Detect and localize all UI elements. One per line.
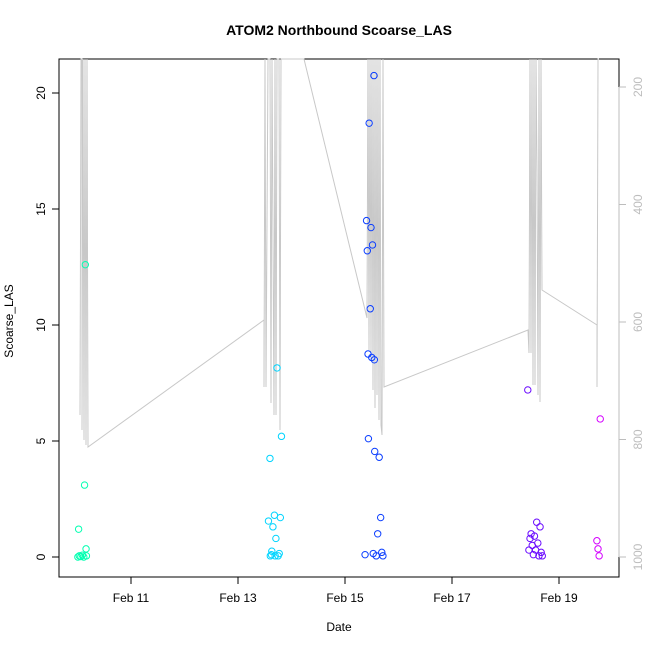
y-right-tick-label: 800 <box>631 429 645 449</box>
data-point <box>77 552 85 561</box>
data-point <box>81 260 90 269</box>
data-point <box>82 552 91 560</box>
y-tick-label: 0 <box>34 553 48 560</box>
data-point <box>80 481 89 489</box>
data-point <box>368 353 376 362</box>
data-point <box>82 545 90 553</box>
y-tick-label: 10 <box>34 318 48 332</box>
data-point <box>371 447 379 456</box>
data-point <box>269 523 277 531</box>
data-point <box>524 386 532 394</box>
data-point <box>375 453 383 461</box>
data-point <box>534 539 542 547</box>
data-point <box>362 216 371 225</box>
y-right-tick-label: 200 <box>631 77 645 97</box>
y-right-tick-label: 600 <box>631 312 645 332</box>
data-point <box>367 223 375 232</box>
data-point <box>594 545 602 553</box>
data-point <box>276 513 285 522</box>
x-axis-label: Date <box>326 620 352 634</box>
y-axis: 0 5 10 15 20 <box>34 86 60 560</box>
data-point <box>361 550 369 559</box>
data-point <box>271 552 279 560</box>
x-tick-label: Feb 11 <box>113 591 150 605</box>
data-point <box>369 549 377 558</box>
data-point <box>266 552 275 560</box>
data-point <box>275 549 283 558</box>
data-point <box>529 550 538 559</box>
y-tick-label: 5 <box>34 437 48 444</box>
data-point <box>264 517 273 525</box>
data-point <box>370 356 379 364</box>
data-point <box>536 523 544 531</box>
data-point <box>365 119 373 127</box>
data-point <box>530 532 539 540</box>
data-point <box>533 518 541 526</box>
y-tick-label: 15 <box>34 202 48 216</box>
data-point <box>368 241 377 249</box>
data-point <box>266 454 274 463</box>
data-point <box>379 552 387 560</box>
depth-trace-line <box>79 58 599 448</box>
data-point <box>366 305 374 313</box>
data-point <box>593 537 601 545</box>
data-point <box>595 552 603 560</box>
y-right-tick-label: 1000 <box>631 543 645 570</box>
x-tick-label: Feb 15 <box>326 591 364 605</box>
x-tick-label: Feb 19 <box>540 591 578 605</box>
x-axis: Feb 11 Feb 13 Feb 15 Feb 17 Feb 19 <box>113 576 578 605</box>
data-point <box>376 513 385 522</box>
chart-title: ATOM2 Northbound Scoarse_LAS <box>226 22 452 38</box>
y-axis-label: Scoarse_LAS <box>2 284 16 357</box>
data-point <box>373 530 382 538</box>
data-point <box>277 432 286 441</box>
depth-line-layer <box>79 58 599 448</box>
x-tick-label: Feb 13 <box>219 591 257 605</box>
y-right-axis: 200 400 600 800 1000 <box>618 77 645 570</box>
data-point <box>363 247 371 255</box>
points-layer <box>74 71 604 561</box>
data-point <box>537 548 545 557</box>
data-point <box>378 548 386 557</box>
data-point <box>596 415 604 423</box>
data-point <box>370 71 378 80</box>
data-point <box>526 534 534 543</box>
data-point <box>272 534 280 543</box>
y-tick-label: 20 <box>34 86 48 100</box>
x-tick-label: Feb 17 <box>433 591 471 605</box>
y-right-tick-label: 400 <box>631 194 645 214</box>
data-point <box>273 364 281 372</box>
data-point <box>538 552 546 560</box>
data-point <box>364 350 372 358</box>
data-point <box>74 525 83 533</box>
data-point <box>364 434 373 443</box>
data-point <box>270 511 279 519</box>
data-point <box>78 551 87 559</box>
